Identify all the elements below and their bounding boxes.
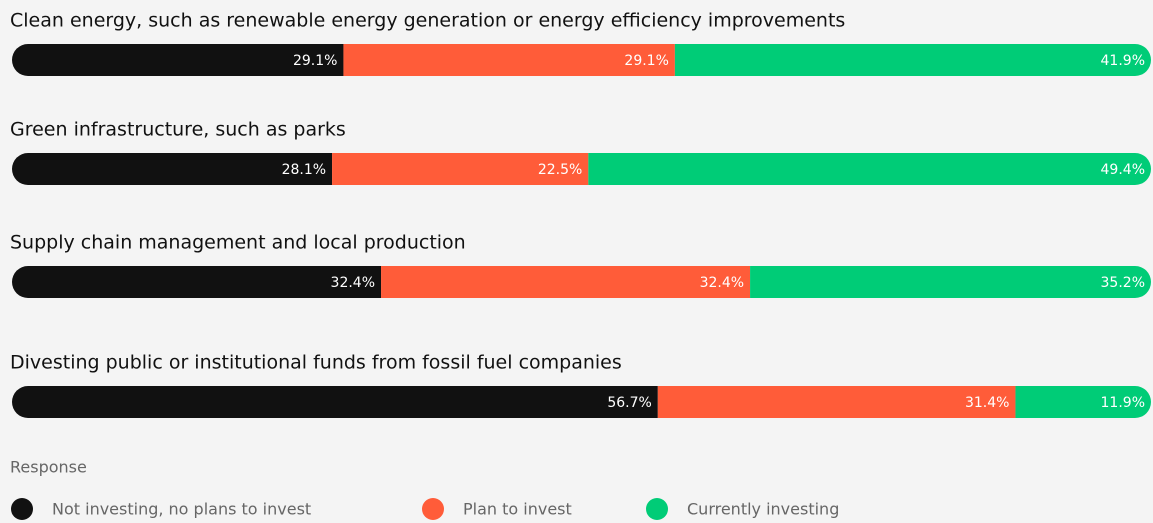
value-label: 28.1%: [282, 162, 326, 178]
bar-row: [12, 386, 1151, 418]
bar-segment: [381, 266, 751, 298]
bar-segment: [12, 386, 658, 418]
value-label: 31.4%: [965, 395, 1009, 411]
bar-row: [12, 44, 1151, 76]
value-label: 35.2%: [1101, 275, 1145, 291]
bar-segment: [588, 153, 1151, 185]
value-label: 11.9%: [1101, 395, 1145, 411]
bar-segment: [674, 44, 1151, 76]
category-label: Divesting public or institutional funds …: [10, 352, 622, 374]
value-label: 32.4%: [700, 275, 744, 291]
bar-segment: [657, 386, 1016, 418]
category-label: Green infrastructure, such as parks: [10, 119, 346, 141]
bar-segment: [343, 44, 675, 76]
legend-swatch: [11, 498, 33, 520]
category-label: Supply chain management and local produc…: [10, 232, 466, 254]
legend-label: Currently investing: [687, 500, 839, 519]
value-label: 22.5%: [538, 162, 582, 178]
legend-title: Response: [10, 458, 87, 477]
value-label: 32.4%: [331, 275, 375, 291]
legend-swatch: [422, 498, 444, 520]
category-label: Clean energy, such as renewable energy g…: [10, 10, 845, 32]
legend-swatch: [646, 498, 668, 520]
bar-row: [12, 153, 1151, 185]
legend-label: Plan to invest: [463, 500, 572, 519]
bar-row: [12, 266, 1151, 298]
value-label: 29.1%: [293, 53, 337, 69]
value-label: 56.7%: [607, 395, 651, 411]
bar-segment: [1015, 386, 1151, 418]
bar-segment: [750, 266, 1151, 298]
bar-segment: [12, 266, 382, 298]
legend-label: Not investing, no plans to invest: [52, 500, 311, 519]
value-label: 41.9%: [1101, 53, 1145, 69]
bar-segment: [12, 153, 333, 185]
bar-segment: [12, 44, 344, 76]
value-label: 49.4%: [1101, 162, 1145, 178]
bar-segment: [332, 153, 589, 185]
value-label: 29.1%: [624, 53, 668, 69]
